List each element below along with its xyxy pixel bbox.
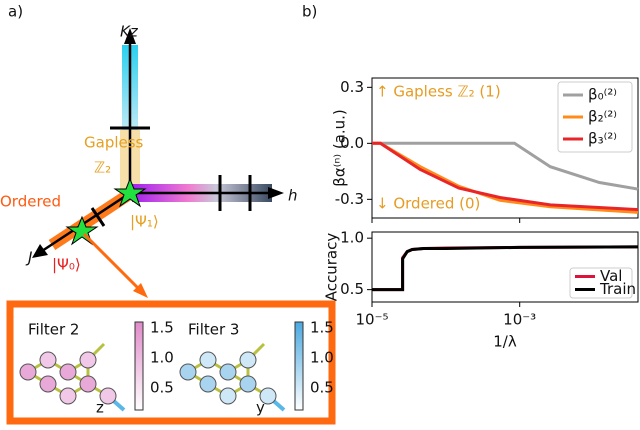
legend-box: [557, 81, 633, 153]
y-axis-label: βα⁽ⁿ⁾ (a.u.): [331, 109, 349, 187]
legend-label: β₂⁽²⁾: [588, 108, 617, 126]
y-tick-label: 0.5: [340, 280, 364, 298]
y-tick-label: -0.3: [335, 190, 364, 208]
phase-diagram: Kz h J Gapless ℤ₂ Ordered |Ψ₁⟩ |Ψ₀⟩: [0, 23, 298, 298]
state-label: |Ψ₁⟩: [130, 213, 159, 231]
site: [79, 375, 97, 393]
colorbar-label: 0.5: [150, 379, 174, 397]
colorbar-label: 1.0: [150, 349, 174, 367]
series-line: [372, 141, 639, 191]
filters: Filter 2 z 1.5 1.0 0.5 Filter 3 y 1.5 1.0 0.5: [19, 319, 334, 417]
site: [79, 351, 97, 369]
charts: 0.3 0.0 -0.3 βα⁽ⁿ⁾ (a.u.) ↑ Gapless ℤ₂ (1) ↓ …: [323, 77, 639, 351]
filter-title: Filter 3: [188, 321, 239, 339]
arrow-head: [268, 187, 284, 199]
axis-label: Kz: [120, 23, 139, 41]
site: [39, 351, 57, 369]
legend-label: Train: [599, 280, 636, 298]
site: [239, 351, 257, 369]
plot-area: [371, 77, 639, 219]
site: [179, 363, 197, 381]
legend-label: β₃⁽²⁾: [588, 130, 617, 148]
y-tick-label: 1.0: [340, 229, 364, 247]
site: [239, 375, 257, 393]
boundary-tick: [90, 207, 106, 227]
state-label: |Ψ₀⟩: [52, 256, 81, 274]
x-axis-label: 1/λ: [493, 333, 517, 351]
site: [199, 351, 217, 369]
site: [219, 387, 237, 405]
site: [19, 363, 37, 381]
phase-label: Gapless: [84, 134, 144, 152]
y-tick-label: 0.0: [340, 134, 364, 152]
y-tick-label: 0.3: [340, 78, 364, 96]
colorbar-label: 1.5: [150, 319, 174, 337]
component-label: y: [256, 399, 265, 417]
x-tick-label: 10⁻³: [503, 311, 536, 329]
phase-label: Ordered: [0, 193, 61, 211]
panel-label: a): [8, 3, 23, 21]
y-axis-label: Accuracy: [323, 233, 341, 302]
site: [99, 387, 117, 405]
site: [199, 375, 217, 393]
arrow-head: [133, 283, 148, 298]
legend-label: β₀⁽²⁾: [588, 86, 617, 104]
panel-label: b): [302, 3, 317, 21]
series-line: [372, 245, 639, 292]
annotation: ↑ Gapless ℤ₂ (1): [376, 83, 501, 101]
state-star: [113, 177, 147, 208]
site: [39, 375, 57, 393]
state-star: [65, 215, 99, 246]
axis-label: J: [25, 249, 32, 267]
site: [59, 363, 77, 381]
arrow-head: [124, 28, 136, 44]
x-tick-label: 10⁻⁵: [355, 311, 388, 329]
series-line: [372, 141, 639, 212]
filter-title: Filter 2: [28, 321, 79, 339]
colorbar-label: 0.5: [310, 379, 334, 397]
site: [59, 387, 77, 405]
legend-label: Val: [600, 267, 622, 285]
colorbar: [294, 321, 304, 411]
site: [219, 363, 237, 381]
zoom-arrow: [82, 232, 142, 292]
colorbar: [134, 321, 144, 411]
annotation: ↓ Ordered (0): [376, 195, 480, 213]
arrow-head: [32, 244, 48, 258]
j-axis: [41, 191, 131, 253]
plot-area: [371, 231, 639, 303]
phase-label: ℤ₂: [94, 159, 111, 177]
component-label: z: [96, 399, 104, 417]
colorbar-label: 1.0: [310, 349, 334, 367]
colorbar-label: 1.5: [310, 319, 334, 337]
site: [259, 387, 277, 405]
axis-label: h: [288, 187, 298, 205]
